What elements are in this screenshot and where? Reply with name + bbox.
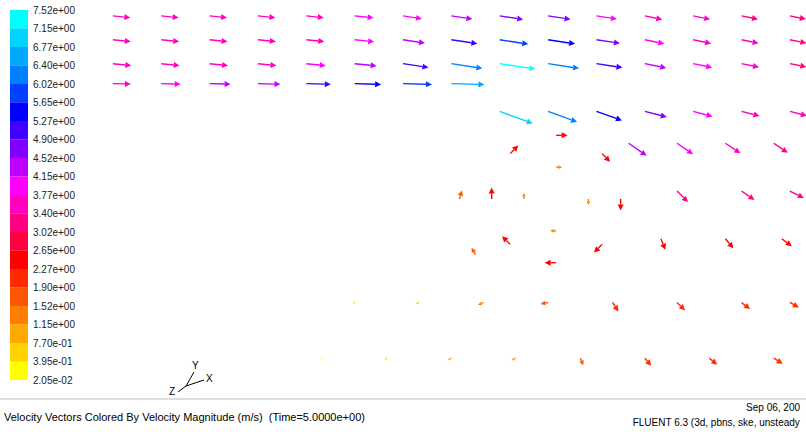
svg-text:1.15e+00: 1.15e+00 (33, 319, 75, 330)
svg-text:6.02e+00: 6.02e+00 (33, 79, 75, 90)
svg-text:2.05e-02: 2.05e-02 (33, 375, 73, 386)
svg-text:Velocity Vectors Colored By Ve: Velocity Vectors Colored By Velocity Mag… (4, 411, 365, 423)
svg-text:7.15e+00: 7.15e+00 (33, 23, 75, 34)
svg-text:FLUENT 6.3 (3d, pbns, ske, uns: FLUENT 6.3 (3d, pbns, ske, unsteady (633, 417, 800, 428)
svg-text:Z: Z (169, 386, 175, 397)
svg-text:X: X (206, 373, 213, 384)
svg-text:3.02e+00: 3.02e+00 (33, 227, 75, 238)
svg-text:3.95e-01: 3.95e-01 (33, 356, 73, 367)
svg-text:7.52e+00: 7.52e+00 (33, 5, 75, 16)
svg-text:3.77e+00: 3.77e+00 (33, 190, 75, 201)
svg-text:2.65e+00: 2.65e+00 (33, 245, 75, 256)
svg-text:5.27e+00: 5.27e+00 (33, 116, 75, 127)
svg-text:3.40e+00: 3.40e+00 (33, 208, 75, 219)
svg-text:4.90e+00: 4.90e+00 (33, 134, 75, 145)
svg-text:7.70e-01: 7.70e-01 (33, 338, 73, 349)
svg-text:2.27e+00: 2.27e+00 (33, 264, 75, 275)
svg-text:4.52e+00: 4.52e+00 (33, 153, 75, 164)
svg-text:4.15e+00: 4.15e+00 (33, 171, 75, 182)
svg-text:6.40e+00: 6.40e+00 (33, 60, 75, 71)
svg-text:Sep 06, 200: Sep 06, 200 (746, 402, 800, 413)
svg-text:Y: Y (192, 360, 199, 371)
svg-text:1.52e+00: 1.52e+00 (33, 301, 75, 312)
svg-text:5.65e+00: 5.65e+00 (33, 97, 75, 108)
svg-text:1.90e+00: 1.90e+00 (33, 282, 75, 293)
svg-text:6.77e+00: 6.77e+00 (33, 42, 75, 53)
